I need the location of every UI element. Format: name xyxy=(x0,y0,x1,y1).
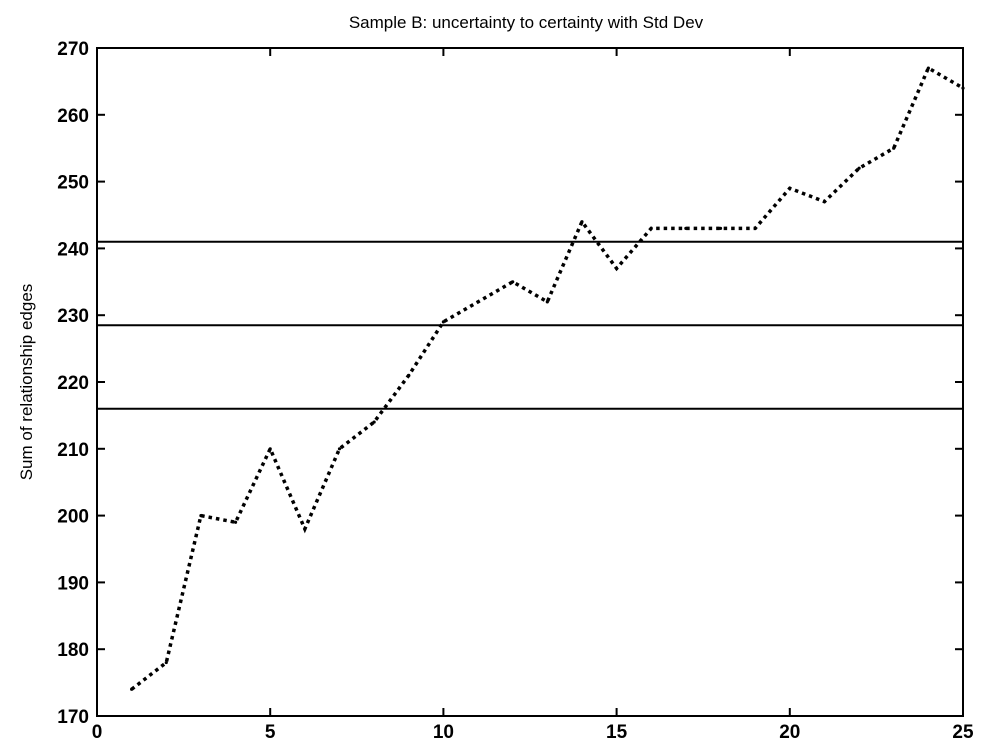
data-point xyxy=(788,186,792,190)
data-point xyxy=(892,146,896,150)
data-point xyxy=(164,660,168,665)
x-tick-label: 25 xyxy=(952,722,974,742)
data-point xyxy=(130,687,134,691)
y-tick-label: 240 xyxy=(57,239,89,260)
reference-lines xyxy=(97,240,963,410)
data-point xyxy=(337,447,342,451)
data-point xyxy=(407,373,411,377)
y-tick-label: 270 xyxy=(57,39,89,60)
y-tick-label: 200 xyxy=(57,507,89,528)
y-tick-label: 220 xyxy=(57,373,89,394)
data-point xyxy=(580,220,584,224)
x-tick-label: 5 xyxy=(265,722,276,742)
y-tick-label: 170 xyxy=(57,707,89,728)
data-point xyxy=(545,300,549,304)
x-tick-label: 0 xyxy=(92,722,103,742)
data-point xyxy=(303,527,307,531)
data-point xyxy=(857,166,861,170)
y-tick-label: 260 xyxy=(57,106,89,127)
series-line-1 xyxy=(130,65,964,691)
data-point xyxy=(649,226,653,230)
y-tick-label: 210 xyxy=(57,440,89,461)
data-point xyxy=(926,66,930,70)
data-point xyxy=(199,514,203,518)
axis-ticks: 0 5 10 15 20 25 170 180 190 200 210 220 230 240 250 260… xyxy=(57,39,974,742)
x-tick-label: 15 xyxy=(606,722,628,742)
data-point xyxy=(233,520,238,524)
series-layer xyxy=(130,65,965,691)
data-point xyxy=(753,226,757,230)
plot-frame xyxy=(96,47,964,717)
data-point xyxy=(822,200,827,204)
y-tick-label: 250 xyxy=(57,173,89,194)
data-point xyxy=(615,266,619,271)
x-tick-label: 10 xyxy=(433,722,454,742)
data-point xyxy=(718,226,723,230)
y-tick-label: 190 xyxy=(57,573,89,594)
data-point xyxy=(476,300,480,304)
data-point xyxy=(511,280,515,284)
y-tick-label: 230 xyxy=(57,306,89,327)
chart-title: Sample B: uncertainty to certainty with … xyxy=(349,13,704,32)
y-axis-label: Sum of relationship edges xyxy=(17,284,36,481)
x-tick-label: 20 xyxy=(779,722,800,742)
data-point xyxy=(268,447,272,451)
data-point xyxy=(441,320,445,324)
y-tick-label: 180 xyxy=(57,640,89,661)
data-point xyxy=(684,226,688,230)
data-point xyxy=(372,420,376,424)
